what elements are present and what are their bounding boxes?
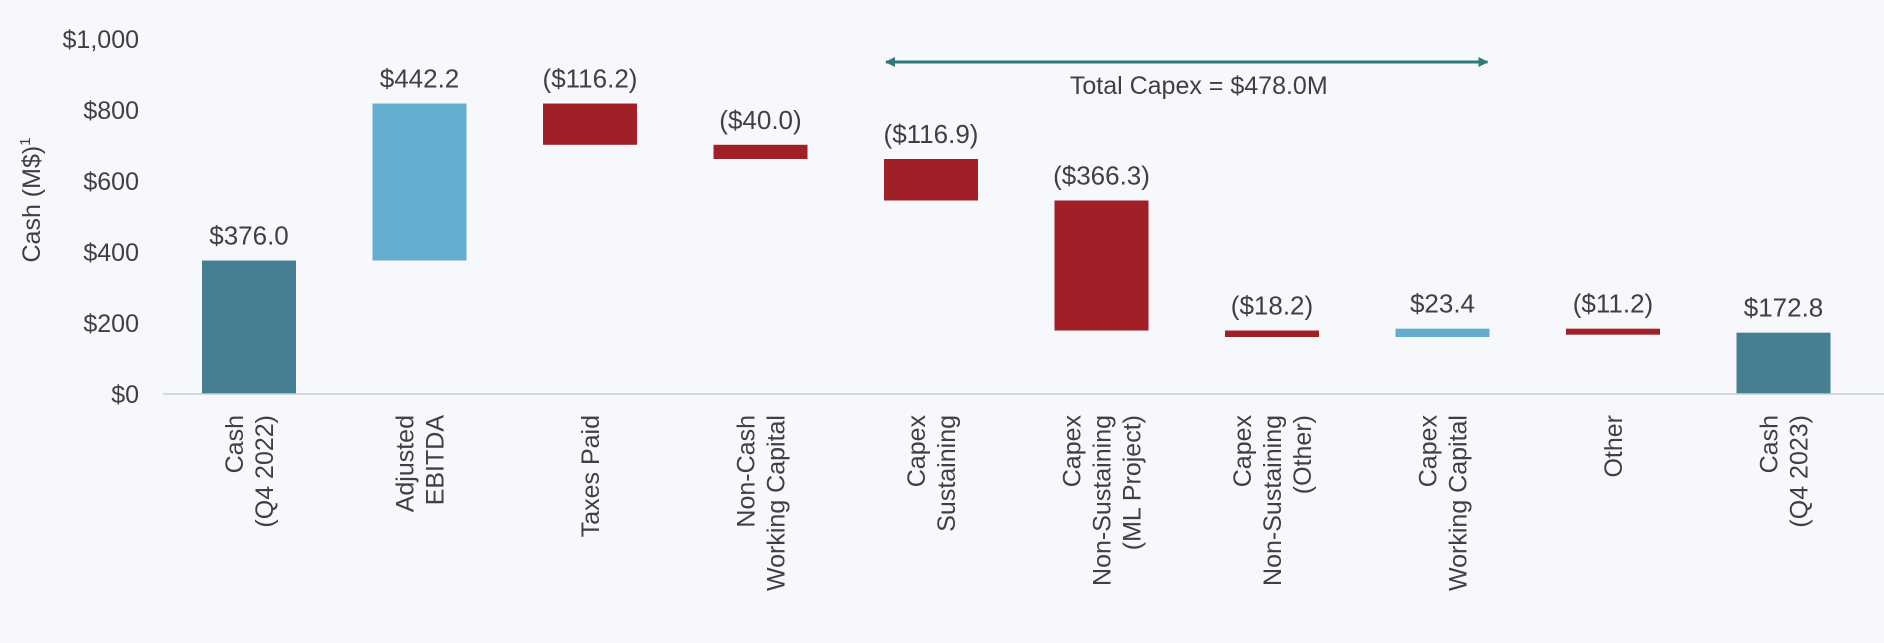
- category-label: Other: [1600, 415, 1628, 478]
- category-label-line: Capex: [903, 415, 931, 488]
- category-labels-group: Cash(Q4 2022) AdjustedEBITDA Taxes Paid Non…: [221, 415, 1814, 592]
- category-label-line: Working Capital: [1445, 415, 1473, 591]
- bar-total: [202, 260, 296, 394]
- category-label-line: Non-Cash: [733, 415, 761, 528]
- category-label-line: (Q4 2023): [1786, 415, 1814, 528]
- bar-decrease: [1225, 330, 1319, 337]
- category-label-line: Non-Sustaining: [1089, 415, 1117, 586]
- category-label-line: EBITDA: [422, 415, 450, 506]
- category-label-line: Cash: [221, 415, 249, 473]
- annotation-label: Total Capex = $478.0M: [1070, 72, 1328, 100]
- data-label: $23.4: [1410, 289, 1475, 319]
- category-label-line: Other: [1600, 415, 1628, 478]
- category-label-line: Taxes Paid: [577, 415, 605, 537]
- category-label: Cash(Q4 2023): [1756, 415, 1814, 528]
- category-label-line: Non-Sustaining: [1259, 415, 1287, 586]
- bar-increase: [1395, 328, 1490, 337]
- data-label: ($116.2): [543, 64, 638, 94]
- category-label: CapexWorking Capital: [1415, 415, 1473, 592]
- y-tick-label: $1,000: [63, 26, 139, 54]
- category-label-line: Adjusted: [392, 415, 420, 512]
- bar-total: [1736, 332, 1831, 394]
- category-label-line: Working Capital: [763, 415, 791, 591]
- bar-decrease: [713, 144, 808, 159]
- category-label: AdjustedEBITDA: [392, 415, 450, 513]
- data-label: ($40.0): [719, 105, 801, 135]
- category-label-line: Capex: [1059, 415, 1087, 488]
- y-tick-label: $200: [83, 310, 139, 338]
- category-label-line: (ML Project): [1119, 415, 1147, 550]
- category-label: Non-CashWorking Capital: [733, 415, 791, 591]
- y-tick-label: $400: [83, 239, 139, 267]
- data-label: $172.8: [1744, 293, 1824, 323]
- category-label: CapexSustaining: [903, 415, 961, 532]
- data-label: ($11.2): [1573, 289, 1653, 319]
- category-label: Taxes Paid: [577, 415, 605, 537]
- annotations-group: Total Capex = $478.0M: [885, 57, 1489, 100]
- category-label: Cash(Q4 2022): [221, 415, 279, 528]
- category-label-line: Cash: [1756, 415, 1784, 473]
- bars-group: [202, 103, 1831, 394]
- bar-decrease: [884, 158, 978, 201]
- category-label-line: Capex: [1415, 415, 1443, 488]
- category-label-line: (Other): [1289, 415, 1317, 494]
- bar-increase: [372, 103, 467, 261]
- bar-decrease: [543, 103, 637, 145]
- data-label: $442.2: [380, 64, 460, 94]
- y-axis-title: Cash (M$)1: [17, 137, 46, 262]
- category-label-line: Capex: [1229, 415, 1257, 488]
- y-axis-ticks: $0 $200 $400 $600 $800 $1,000: [63, 26, 139, 409]
- y-tick-label: $800: [83, 97, 139, 125]
- category-label-line: (Q4 2022): [251, 415, 279, 528]
- category-label-line: Sustaining: [933, 415, 961, 532]
- y-tick-label: $600: [83, 168, 139, 196]
- data-label: ($18.2): [1231, 291, 1313, 321]
- category-label: CapexNon-Sustaining(Other): [1229, 415, 1317, 586]
- y-axis-title-group: Cash (M$)1: [17, 137, 46, 262]
- bar-decrease: [1054, 200, 1149, 331]
- data-label: $376.0: [209, 221, 289, 251]
- y-tick-label: $0: [111, 381, 139, 409]
- data-label: ($366.3): [1053, 160, 1150, 190]
- bar-decrease: [1566, 328, 1660, 335]
- category-label: CapexNon-Sustaining(ML Project): [1059, 415, 1147, 586]
- data-label: ($116.9): [884, 119, 979, 149]
- data-labels-group: $376.0 $442.2 ($116.2) ($40.0) ($116.9) ($366…: [209, 64, 1823, 323]
